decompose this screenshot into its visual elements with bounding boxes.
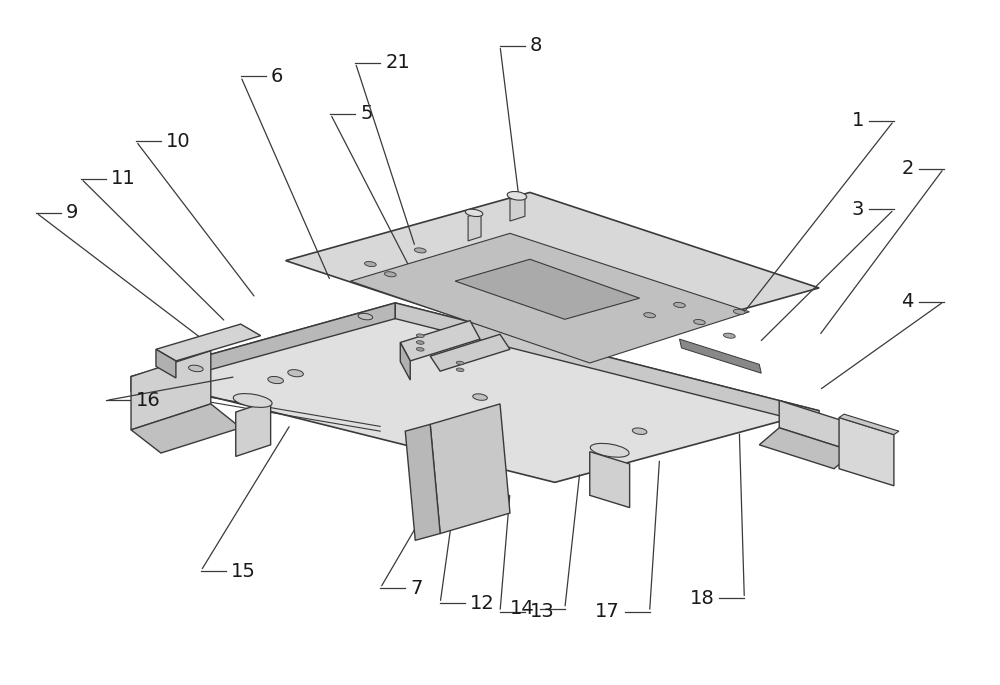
Ellipse shape	[268, 377, 283, 384]
Polygon shape	[510, 195, 525, 221]
Text: 11: 11	[111, 169, 136, 188]
Polygon shape	[779, 401, 854, 451]
Polygon shape	[156, 324, 261, 361]
Ellipse shape	[473, 394, 487, 400]
Text: 3: 3	[852, 200, 864, 219]
Text: 8: 8	[530, 36, 542, 55]
Polygon shape	[350, 234, 749, 363]
Ellipse shape	[189, 365, 203, 372]
Ellipse shape	[465, 209, 483, 216]
Ellipse shape	[416, 334, 424, 338]
Polygon shape	[131, 303, 819, 482]
Polygon shape	[759, 427, 854, 469]
Polygon shape	[131, 351, 211, 429]
Ellipse shape	[233, 394, 272, 408]
Ellipse shape	[632, 428, 647, 434]
Polygon shape	[430, 404, 510, 534]
Polygon shape	[131, 404, 241, 453]
Polygon shape	[395, 303, 819, 426]
Polygon shape	[590, 451, 630, 508]
Polygon shape	[156, 349, 176, 378]
Text: 5: 5	[360, 104, 373, 123]
Ellipse shape	[507, 192, 527, 200]
Text: 10: 10	[166, 132, 191, 151]
Ellipse shape	[733, 309, 745, 314]
Ellipse shape	[456, 368, 464, 371]
Text: 12: 12	[470, 594, 495, 612]
Polygon shape	[400, 342, 410, 380]
Text: 4: 4	[901, 292, 914, 311]
Ellipse shape	[288, 370, 303, 377]
Polygon shape	[455, 259, 640, 319]
Polygon shape	[839, 418, 894, 486]
Text: 16: 16	[136, 391, 161, 410]
Text: 9: 9	[66, 203, 79, 223]
Ellipse shape	[694, 319, 705, 325]
Text: 14: 14	[510, 599, 535, 618]
Polygon shape	[430, 334, 510, 371]
Ellipse shape	[724, 333, 735, 338]
Ellipse shape	[414, 248, 426, 253]
Ellipse shape	[384, 272, 396, 277]
Polygon shape	[236, 401, 271, 456]
Text: 15: 15	[231, 562, 256, 581]
Text: 21: 21	[385, 53, 410, 73]
Ellipse shape	[365, 262, 376, 266]
Text: 7: 7	[410, 579, 423, 597]
Text: 17: 17	[595, 603, 620, 621]
Polygon shape	[405, 425, 440, 540]
Polygon shape	[468, 212, 481, 241]
Polygon shape	[400, 321, 480, 361]
Text: 6: 6	[271, 67, 283, 86]
Ellipse shape	[644, 312, 655, 318]
Ellipse shape	[358, 313, 373, 320]
Ellipse shape	[456, 361, 464, 364]
Polygon shape	[839, 414, 899, 434]
Polygon shape	[131, 303, 395, 392]
Polygon shape	[286, 192, 819, 356]
Text: 2: 2	[901, 159, 914, 178]
Ellipse shape	[590, 443, 629, 457]
Text: 13: 13	[530, 603, 555, 621]
Text: 1: 1	[852, 111, 864, 130]
Text: 18: 18	[690, 589, 714, 608]
Ellipse shape	[416, 347, 424, 351]
Ellipse shape	[416, 340, 424, 345]
Polygon shape	[680, 339, 761, 373]
Ellipse shape	[674, 303, 685, 308]
